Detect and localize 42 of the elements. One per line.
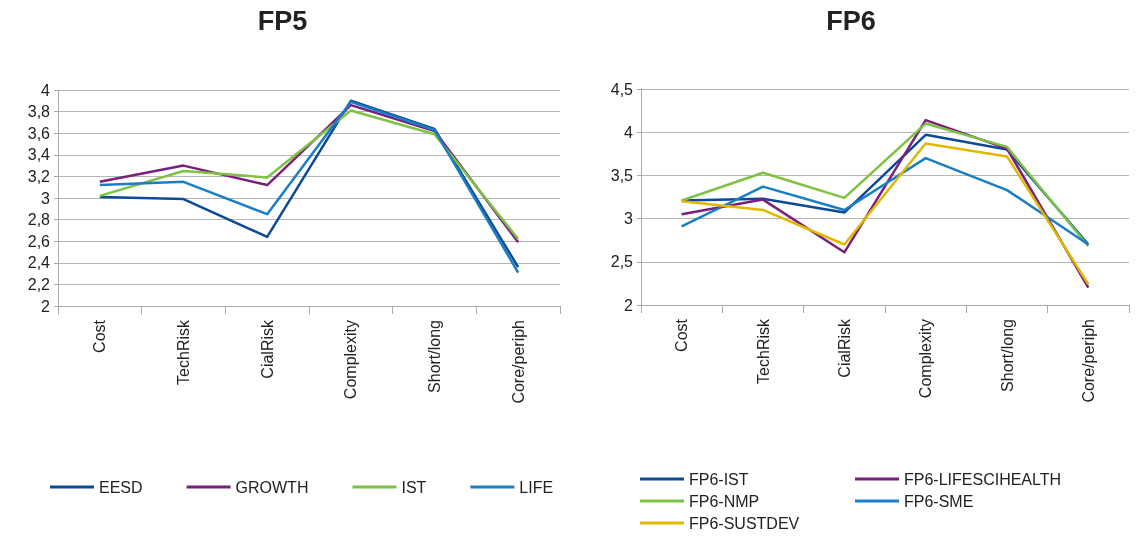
y-tick-label: 4: [41, 81, 51, 99]
x-tick-label: CialRisk: [258, 319, 276, 379]
x-tick-label: TechRisk: [175, 319, 192, 385]
y-tick-label: 2,2: [27, 275, 51, 293]
x-tick-label: Core/periph: [1079, 319, 1097, 403]
y-tick-label: 3: [41, 189, 51, 207]
x-tick-label: Complexity: [917, 319, 935, 399]
y-tick-label: 3,5: [610, 166, 634, 184]
y-tick-label: 2,6: [27, 232, 51, 250]
y-tick-label: 4: [624, 123, 634, 141]
x-tick-label: Cost: [91, 319, 109, 353]
y-tick-label: 3: [624, 210, 634, 228]
x-tick-label: Core/periph: [509, 320, 527, 404]
y-tick-label: 2: [624, 296, 634, 314]
x-tick-label: Complexity: [342, 320, 360, 400]
y-tick-label: 2,4: [27, 254, 51, 272]
y-tick-label: 3,4: [27, 146, 51, 164]
legend-label: GROWTH: [235, 478, 309, 496]
y-tick-label: 3,6: [27, 124, 51, 142]
legend-label: FP6-SUSTDEV: [689, 514, 800, 532]
chart-title: FP6: [826, 5, 876, 36]
y-tick-label: 2: [41, 297, 51, 315]
legend-label: IST: [401, 478, 427, 496]
y-tick-label: 2,5: [610, 253, 634, 271]
x-tick-label: Short/long: [998, 319, 1016, 392]
line-series: [680, 156, 1090, 246]
y-tick-label: 3,8: [27, 103, 51, 121]
x-tick-label: CialRisk: [835, 318, 853, 378]
y-tick-label: 4,5: [610, 80, 634, 98]
y-tick-label: 3,2: [27, 167, 51, 185]
y-tick-label: 2,8: [27, 211, 51, 229]
chart-title: FP5: [257, 5, 308, 36]
legend-label: FP6-IST: [689, 470, 749, 488]
x-tick-label: Cost: [673, 318, 691, 352]
legend-label: EESD: [99, 478, 143, 496]
line-series: [680, 142, 1090, 286]
legend-label: FP6-SME: [904, 492, 974, 510]
x-tick-label: Short/long: [426, 320, 443, 393]
x-tick-label: TechRisk: [754, 318, 772, 384]
legend-label: FP6-LIFESCIHEALTH: [904, 470, 1062, 488]
legend-label: LIFE: [519, 478, 554, 496]
legend-label: FP6-NMP: [689, 492, 760, 510]
